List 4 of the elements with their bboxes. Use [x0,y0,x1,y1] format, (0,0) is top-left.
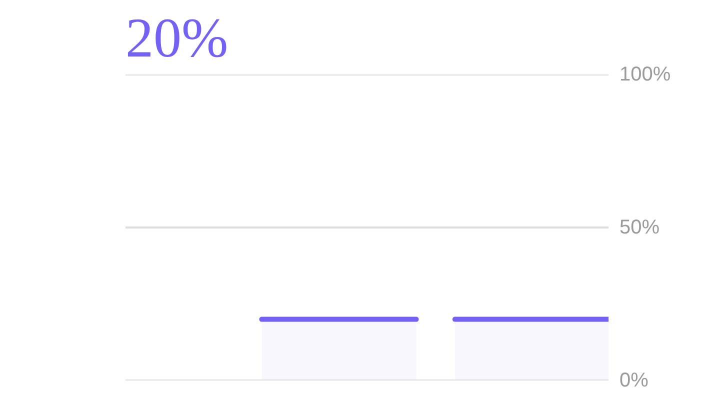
y-tick-label: 50% [620,216,660,238]
y-tick-label: 0% [620,370,649,392]
y-tick-label: 100% [620,64,671,86]
chart-title: 20% [126,8,228,70]
